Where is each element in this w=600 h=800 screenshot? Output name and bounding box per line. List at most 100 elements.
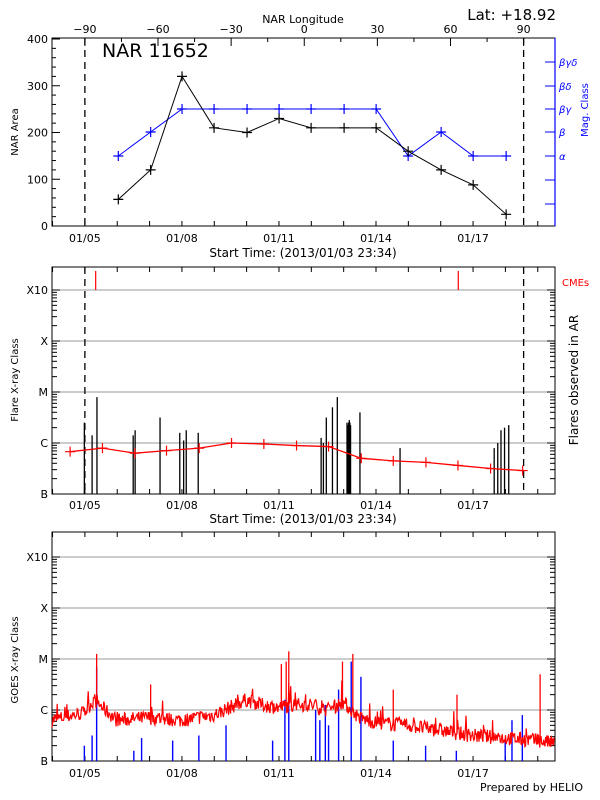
top-tick-label: 90 xyxy=(517,23,531,36)
area-line xyxy=(117,75,507,215)
mag-class-point xyxy=(306,104,317,114)
panel2-x-tick-label: 01/08 xyxy=(166,499,198,512)
panel2-y-tick-label: B xyxy=(40,488,48,501)
background-point xyxy=(323,441,334,452)
panel2-frame xyxy=(51,266,556,495)
area-point xyxy=(501,209,512,220)
panel3-ylabel: GOES X-ray Class xyxy=(10,616,21,703)
panel3-x-tick-label: 01/17 xyxy=(457,767,489,780)
mag-class-point xyxy=(177,104,188,114)
top-axis-label: NAR Longitude xyxy=(262,13,344,26)
background-point xyxy=(97,443,108,454)
panel2-y-tick-label: C xyxy=(40,437,48,450)
background-point xyxy=(452,460,463,471)
area-point xyxy=(339,122,350,133)
y-tick-label: 0 xyxy=(41,220,48,233)
mag-class-point xyxy=(371,104,382,114)
background-point xyxy=(226,438,237,448)
x-tick-label: 01/17 xyxy=(457,232,489,245)
panel2-x-tick-label: 01/11 xyxy=(263,499,295,512)
mag-tick-label: α xyxy=(559,152,566,163)
area-point xyxy=(371,122,382,133)
mag-tick-label: βγ xyxy=(558,105,572,116)
panel3-y-tick-label: X xyxy=(40,602,48,615)
area-point xyxy=(209,122,220,133)
top-tick-label: −30 xyxy=(220,23,243,36)
top-tick-label: 0 xyxy=(301,23,308,36)
panel3-y-tick-label: C xyxy=(40,704,48,717)
area-point xyxy=(177,71,188,82)
top-tick-label: 30 xyxy=(370,23,384,36)
y-tick-label: 200 xyxy=(27,127,48,140)
mag-class-point xyxy=(468,151,479,161)
x-tick-label: 01/14 xyxy=(360,232,392,245)
area-point xyxy=(468,179,479,190)
mag-tick-label: βγδ xyxy=(558,58,577,69)
panel2-y-tick-label: M xyxy=(39,386,49,399)
panel2-right-label: Flares observed in AR xyxy=(567,315,581,445)
background-point xyxy=(65,446,76,457)
mag-class-point xyxy=(242,104,253,114)
background-point xyxy=(194,443,205,454)
area-point xyxy=(274,113,285,124)
mag-class-point xyxy=(274,104,285,114)
area-point xyxy=(145,164,156,175)
panel1-ylabel: NAR Area xyxy=(10,108,21,155)
background-point xyxy=(356,453,367,464)
panel3-x-tick-label: 01/08 xyxy=(166,767,198,780)
panel2-x-tick-label: 01/17 xyxy=(457,499,489,512)
panel3-y-tick-label: B xyxy=(40,755,48,768)
y-tick-label: 100 xyxy=(27,173,48,186)
area-point xyxy=(403,146,414,157)
panel2-x-tick-label: 01/05 xyxy=(69,499,101,512)
cme-label: CMEs xyxy=(562,278,589,289)
mag-tick-label: β xyxy=(558,128,566,139)
y-tick-label: 300 xyxy=(27,80,48,93)
panel3-frame xyxy=(51,531,556,762)
background-point xyxy=(388,455,399,466)
mag-class-point xyxy=(436,127,447,137)
background-point xyxy=(291,440,302,451)
y-tick-label: 400 xyxy=(27,33,48,46)
x-tick-label: 01/08 xyxy=(166,232,198,245)
background-point xyxy=(485,463,496,474)
background-point xyxy=(420,457,431,468)
top-tick-label: 60 xyxy=(444,23,458,36)
panel2-x-tick-label: 01/14 xyxy=(360,499,392,512)
panel1-frame xyxy=(51,37,556,227)
x-tick-label: 01/05 xyxy=(69,232,101,245)
mag-class-point xyxy=(113,151,124,161)
panel1-title: NAR 11652 xyxy=(102,40,209,62)
mag-class-point xyxy=(501,151,512,161)
panel3-x-tick-label: 01/11 xyxy=(263,767,295,780)
prepared-by-footer: Prepared by HELIO xyxy=(480,781,583,794)
background-point xyxy=(129,448,140,459)
area-point xyxy=(306,122,317,133)
panel1-right-label: Mag. Class xyxy=(580,83,591,137)
mag-class-point xyxy=(145,127,156,137)
mag-tick-label: βδ xyxy=(558,82,572,93)
background-point xyxy=(258,439,269,450)
latitude-annotation: Lat: +18.92 xyxy=(467,6,556,24)
panel3-x-tick-label: 01/05 xyxy=(69,767,101,780)
area-point xyxy=(113,194,124,205)
area-point xyxy=(242,127,253,138)
panel2-xlabel: Start Time: (2013/01/03 23:34) xyxy=(209,512,396,526)
panel2-ylabel: Flare X-ray Class xyxy=(10,338,21,422)
panel1-xlabel: Start Time: (2013/01/03 23:34) xyxy=(209,246,396,260)
area-point xyxy=(436,164,447,175)
panel2-y-tick-label: X xyxy=(40,335,48,348)
panel3-x-tick-label: 01/14 xyxy=(360,767,392,780)
panel3-y-tick-label: M xyxy=(39,653,49,666)
mag-class-point xyxy=(209,104,220,114)
top-tick-label: −60 xyxy=(146,23,169,36)
panel3-y-tick-label: X10 xyxy=(26,551,48,564)
x-tick-label: 01/11 xyxy=(263,232,295,245)
panel2-y-tick-label: X10 xyxy=(26,284,48,297)
mag-class-line xyxy=(118,108,507,157)
background-point xyxy=(161,445,172,456)
mag-class-point xyxy=(339,104,350,114)
background-point xyxy=(517,465,528,476)
top-tick-label: −90 xyxy=(73,23,96,36)
